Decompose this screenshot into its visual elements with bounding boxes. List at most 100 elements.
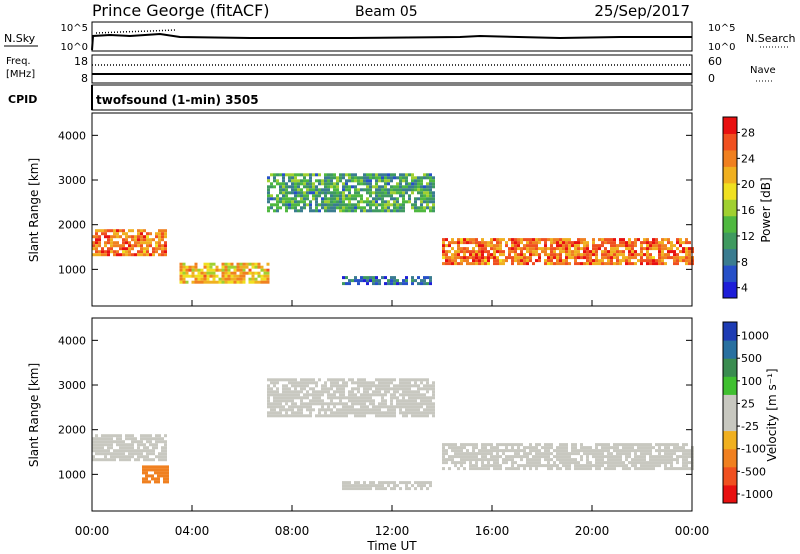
heatmap-cell [411, 390, 414, 394]
heatmap-cell [469, 467, 472, 471]
heatmap-cell [484, 443, 487, 447]
heatmap-cell [285, 191, 288, 195]
heatmap-cell [619, 238, 622, 242]
heatmap-cell [589, 461, 592, 465]
heatmap-cell [239, 271, 243, 275]
heatmap-cell [646, 262, 649, 266]
heatmap-cell [369, 484, 372, 488]
heatmap-cell [276, 194, 279, 198]
heatmap-cell [508, 247, 511, 251]
heatmap-cell [339, 387, 342, 391]
heatmap-cell [276, 393, 279, 397]
heatmap-cell [523, 455, 526, 459]
heatmap-cell [318, 414, 321, 418]
heatmap-cell [526, 259, 529, 263]
heatmap-cell [345, 405, 348, 409]
heatmap-cell [384, 194, 387, 198]
heatmap-cell [469, 250, 472, 254]
heatmap-cell [520, 443, 523, 447]
heatmap-cell [505, 449, 508, 453]
heatmap-cell [266, 274, 270, 278]
heatmap-cell [592, 247, 595, 251]
heatmap-cell [598, 461, 601, 465]
heatmap-cell [276, 405, 279, 409]
heatmap-cell [92, 440, 95, 444]
heatmap-cell [390, 487, 393, 491]
heatmap-cell [251, 277, 255, 281]
heatmap-cell [297, 408, 300, 412]
heatmap-cell [342, 200, 345, 204]
heatmap-cell [655, 241, 658, 245]
heatmap-cell [619, 461, 622, 465]
heatmap-cell [273, 408, 276, 412]
heatmap-cell [445, 452, 448, 456]
heatmap-cell [631, 458, 634, 462]
heatmap-cell [562, 461, 565, 465]
heatmap-cell [285, 378, 288, 382]
heatmap-cell [634, 455, 637, 459]
heatmap-cell [390, 399, 393, 403]
heatmap-cell [429, 173, 432, 177]
heatmap-cell [267, 399, 270, 403]
heatmap-cell [420, 194, 423, 198]
heatmap-cell [276, 396, 279, 400]
heatmap-cell [637, 455, 640, 459]
heatmap-cell [254, 280, 258, 284]
heatmap-cell [327, 402, 330, 406]
heatmap-cell [628, 247, 631, 251]
heatmap-cell [294, 414, 297, 418]
heatmap-cell [496, 461, 499, 465]
heatmap-cell [676, 247, 679, 251]
heatmap-cell [303, 203, 306, 207]
heatmap-cell [145, 468, 148, 472]
heatmap-cell [637, 253, 640, 257]
heatmap-cell [580, 238, 583, 242]
heatmap-cell [420, 484, 423, 488]
heatmap-cell [179, 280, 183, 284]
heatmap-cell [514, 461, 517, 465]
heatmap-cell [321, 179, 324, 183]
heatmap-cell [146, 446, 149, 450]
heatmap-cell [604, 446, 607, 450]
heatmap-cell [378, 203, 381, 207]
heatmap-cell [399, 194, 402, 198]
heatmap-cell [463, 443, 466, 447]
nave-label: Nave [750, 65, 776, 76]
heatmap-cell [327, 182, 330, 186]
noise-tick-top-left: 10^5 [61, 23, 88, 34]
heatmap-cell [288, 381, 291, 385]
heatmap-cell [242, 268, 246, 272]
heatmap-cell [393, 197, 396, 201]
heatmap-cell [538, 238, 541, 242]
heatmap-cell [327, 179, 330, 183]
heatmap-cell [375, 393, 378, 397]
heatmap-cell [312, 390, 315, 394]
heatmap-cell [538, 443, 541, 447]
heatmap-cell [526, 458, 529, 462]
heatmap-cell [625, 458, 628, 462]
colorbar-segment [723, 281, 737, 299]
heatmap-cell [182, 271, 186, 275]
heatmap-cell [206, 271, 210, 275]
heatmap-cell [327, 408, 330, 412]
heatmap-cell [643, 259, 646, 263]
heatmap-cell [300, 188, 303, 192]
heatmap-cell [101, 434, 104, 438]
heatmap-cell [113, 452, 116, 456]
heatmap-cell [664, 244, 667, 248]
heatmap-cell [363, 276, 366, 280]
velocity-colorbar-label: Velocity [m s⁻¹] [765, 368, 779, 461]
heatmap-cell [616, 256, 619, 260]
heatmap-cell [553, 455, 556, 459]
heatmap-cell [399, 203, 402, 207]
heatmap-cell [200, 280, 204, 284]
heatmap-cell [673, 259, 676, 263]
heatmap-cell [270, 402, 273, 406]
heatmap-cell [402, 197, 405, 201]
heatmap-cell [354, 393, 357, 397]
heatmap-cell [517, 244, 520, 248]
heatmap-cell [499, 250, 502, 254]
heatmap-cell [625, 256, 628, 260]
heatmap-cell [535, 464, 538, 468]
heatmap-cell [631, 464, 634, 468]
